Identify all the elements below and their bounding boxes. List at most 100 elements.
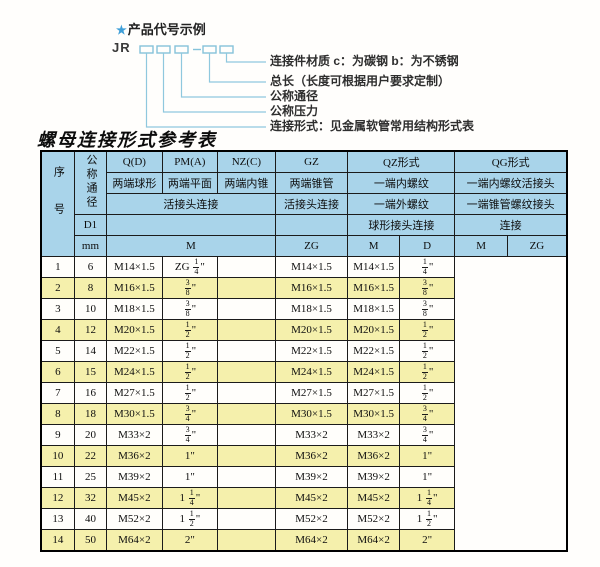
cell-qg-zg: 1 1 4 " bbox=[398, 487, 456, 509]
cell-seq: 14 bbox=[40, 529, 75, 552]
header-seq: 序号 bbox=[40, 150, 75, 257]
cell-seq: 12 bbox=[40, 487, 75, 509]
cell-dn: 16 bbox=[73, 382, 108, 404]
cell-qg-zg: 3 4 " bbox=[398, 403, 456, 425]
cell-qg-m: M33×2 bbox=[347, 424, 400, 446]
cell-seq: 5 bbox=[40, 340, 75, 362]
cell-m: M64×2 bbox=[106, 529, 163, 552]
cell-qz-d: M52×2 bbox=[274, 508, 349, 530]
header-d1: D1 bbox=[73, 214, 108, 236]
header-qg-conn3: 连接 bbox=[454, 214, 568, 236]
header-unit-zg: ZG bbox=[274, 235, 349, 257]
header-empty-gz bbox=[274, 214, 349, 236]
cell-m: M14×1.5 bbox=[106, 256, 163, 278]
cell-gz: 2" bbox=[161, 529, 219, 552]
cell-m: M20×1.5 bbox=[106, 319, 163, 341]
code-label-pressure: 公称压力 bbox=[270, 104, 319, 118]
nut-connection-table: 序号 公称通径 Q(D) PM(A) NZ(C) GZ QZ形式 QG形式 两端… bbox=[40, 150, 568, 552]
header-qpn-conn: 活接头连接 bbox=[106, 193, 276, 215]
cell-m: M52×2 bbox=[106, 508, 163, 530]
cell-qg-zg: 1 2 " bbox=[398, 340, 456, 362]
cell-gz: 1" bbox=[161, 466, 219, 488]
cell-dn: 22 bbox=[73, 445, 108, 467]
header-gz-conn: 活接头连接 bbox=[274, 193, 349, 215]
cell-qz-d: M45×2 bbox=[274, 487, 349, 509]
header-col-q: Q(D) bbox=[106, 150, 163, 173]
cell-qg-m: M27×1.5 bbox=[347, 382, 400, 404]
header-qg-conn2: 一端锥管螺纹接头 bbox=[454, 193, 568, 215]
cell-seq: 13 bbox=[40, 508, 75, 530]
cell-gz: 1 1 4 " bbox=[161, 487, 219, 509]
table-body: 1 6 M14×1.5 ZG 1 4 " M14×1.5 M14×1.5 1 4 " 2 8 M16×1.… bbox=[40, 256, 567, 552]
cell-qz-d: M64×2 bbox=[274, 529, 349, 552]
cell-qg-m: M14×1.5 bbox=[347, 256, 400, 278]
cell-m: M45×2 bbox=[106, 487, 163, 509]
cell-qg-zg: 1 2 " bbox=[398, 382, 456, 404]
cell-gz: 1 2 " bbox=[161, 319, 219, 341]
header-col-qz: QZ形式 bbox=[347, 150, 456, 173]
cell-gz: 1 2 " bbox=[161, 340, 219, 362]
table-row: 1 6 M14×1.5 ZG 1 4 " M14×1.5 M14×1.5 1 4 " bbox=[40, 256, 567, 278]
cell-gz: ZG 1 4 " bbox=[161, 256, 219, 278]
cell-qg-m: M64×2 bbox=[347, 529, 400, 552]
cell-qz-d: M14×1.5 bbox=[274, 256, 349, 278]
header-unit-m: M bbox=[106, 235, 276, 257]
table-row: 7 16 M27×1.5 1 2 " M27×1.5 M27×1.5 1 2 " bbox=[40, 382, 567, 404]
header-qz-conn2: 一端外螺纹 bbox=[347, 193, 456, 215]
cell-qg-zg: 1 2 " bbox=[398, 361, 456, 383]
code-label-material: 连接件材质 c：为碳钢 b：为不锈钢 bbox=[270, 54, 459, 68]
cell-qz-m bbox=[217, 424, 276, 446]
cell-qz-m bbox=[217, 529, 276, 552]
cell-qz-m bbox=[217, 319, 276, 341]
code-label-connection: 连接形式：见金属软管常用结构形式表 bbox=[270, 119, 475, 133]
header-empty-qpn bbox=[106, 214, 276, 236]
cell-dn: 14 bbox=[73, 340, 108, 362]
cell-qg-zg: 1 4 " bbox=[398, 256, 456, 278]
cell-seq: 3 bbox=[40, 298, 75, 320]
header-qg-unit-m: M bbox=[454, 235, 508, 257]
cell-seq: 6 bbox=[40, 361, 75, 383]
table-row: 2 8 M16×1.5 3 8 " M16×1.5 M16×1.5 3 8 " bbox=[40, 277, 567, 299]
cell-m: M36×2 bbox=[106, 445, 163, 467]
cell-qz-d: M39×2 bbox=[274, 466, 349, 488]
cell-qg-m: M30×1.5 bbox=[347, 403, 400, 425]
table-row: 13 40 M52×2 1 1 2 " M52×2 M52×2 1 1 2 " bbox=[40, 508, 567, 530]
table-row: 14 50 M64×2 2" M64×2 M64×2 2" bbox=[40, 529, 567, 552]
code-boxes bbox=[139, 45, 234, 54]
header-nz-type: 两端内锥 bbox=[217, 172, 276, 194]
table-row: 12 32 M45×2 1 1 4 " M45×2 M45×2 1 1 4 " bbox=[40, 487, 567, 509]
cell-qz-m bbox=[217, 382, 276, 404]
cell-gz: 3 4 " bbox=[161, 424, 219, 446]
product-code-heading-text: 产品代号示例 bbox=[127, 22, 206, 37]
table-row: 11 25 M39×2 1" M39×2 M39×2 1" bbox=[40, 466, 567, 488]
header-qz-unit-d: D bbox=[398, 235, 456, 257]
cell-qg-zg: 3 8 " bbox=[398, 298, 456, 320]
cell-seq: 4 bbox=[40, 319, 75, 341]
cell-dn: 32 bbox=[73, 487, 108, 509]
cell-qz-d: M24×1.5 bbox=[274, 361, 349, 383]
header-qz-unit-m: M bbox=[347, 235, 400, 257]
cell-qg-zg: 1" bbox=[398, 466, 456, 488]
product-code-heading: ★产品代号示例 bbox=[116, 19, 206, 38]
header-mm: mm bbox=[73, 235, 108, 257]
table-row: 3 10 M18×1.5 3 8 " M18×1.5 M18×1.5 3 8 " bbox=[40, 298, 567, 320]
cell-qz-d: M20×1.5 bbox=[274, 319, 349, 341]
cell-qz-d: M33×2 bbox=[274, 424, 349, 446]
cell-qz-m bbox=[217, 298, 276, 320]
cell-qz-m bbox=[217, 508, 276, 530]
cell-qz-m bbox=[217, 277, 276, 299]
cell-qz-d: M27×1.5 bbox=[274, 382, 349, 404]
cell-qz-d: M36×2 bbox=[274, 445, 349, 467]
cell-gz: 1 2 " bbox=[161, 361, 219, 383]
cell-qg-m: M20×1.5 bbox=[347, 319, 400, 341]
cell-dn: 6 bbox=[73, 256, 108, 278]
cell-seq: 11 bbox=[40, 466, 75, 488]
code-prefix: JR bbox=[112, 40, 131, 55]
cell-gz: 3 8 " bbox=[161, 277, 219, 299]
cell-gz: 1" bbox=[161, 445, 219, 467]
cell-qg-m: M52×2 bbox=[347, 508, 400, 530]
cell-seq: 9 bbox=[40, 424, 75, 446]
cell-qg-zg: 3 4 " bbox=[398, 424, 456, 446]
header-col-qg: QG形式 bbox=[454, 150, 568, 173]
cell-m: M22×1.5 bbox=[106, 340, 163, 362]
